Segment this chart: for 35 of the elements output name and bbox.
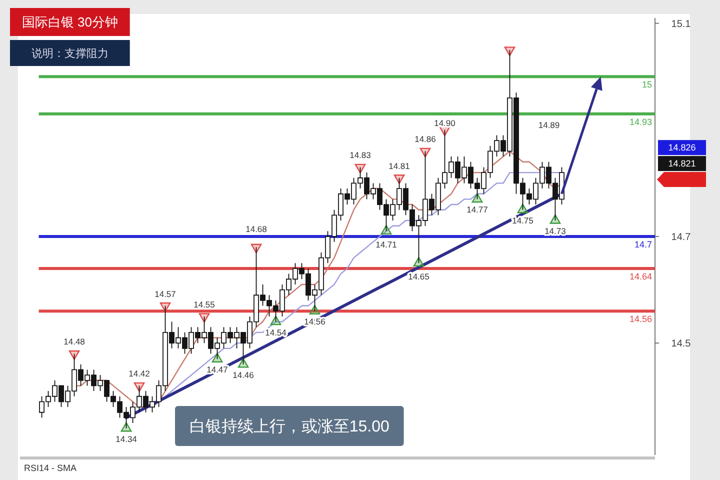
data-label: 14.46	[232, 370, 254, 380]
data-label: 14.55	[194, 299, 216, 310]
data-label: 14.57	[154, 288, 176, 299]
ref-line-label: 14.64	[629, 271, 652, 282]
point	[504, 46, 516, 56]
data-label: 14.54	[265, 327, 287, 338]
text: 14.821	[668, 158, 696, 169]
ref-line-label: 14.93	[629, 116, 652, 127]
data-label: 14.83	[350, 150, 372, 160]
data-label: 14.65	[408, 272, 430, 282]
data-label: 14.42	[128, 368, 150, 379]
point	[212, 352, 223, 362]
text: RSI14 - SMA	[24, 463, 77, 473]
data-label: 14.75	[512, 215, 534, 226]
data-label: 14.73	[544, 226, 566, 236]
data-label: 14.90	[434, 118, 456, 128]
ref-line-label: 15	[642, 80, 652, 90]
data-label: 14.71	[376, 240, 398, 250]
annotation: 白银持续上行，或涨至15.00	[189, 418, 390, 436]
data-label: 14.77	[466, 204, 488, 215]
y-tick-label: 15.1	[671, 18, 692, 30]
point	[120, 422, 132, 432]
data-label: 14.34	[116, 434, 138, 444]
ref-line-label: 14.56	[629, 314, 652, 324]
data-label: 14.48	[64, 336, 86, 347]
y-tick-label: 14.5	[671, 338, 692, 350]
data-label: 14.81	[388, 160, 410, 171]
y-tick-label: 14.7	[671, 232, 692, 243]
data-label: 14.68	[246, 224, 268, 234]
text: 说明：支撑阻力	[31, 46, 108, 60]
data-label: 14.86	[414, 134, 436, 144]
text: 14.826	[668, 142, 696, 153]
ref-line-label: 14.7	[634, 240, 652, 250]
annotation: 14.89	[538, 120, 560, 130]
chart-title: 国际白银 30分钟	[22, 14, 118, 30]
